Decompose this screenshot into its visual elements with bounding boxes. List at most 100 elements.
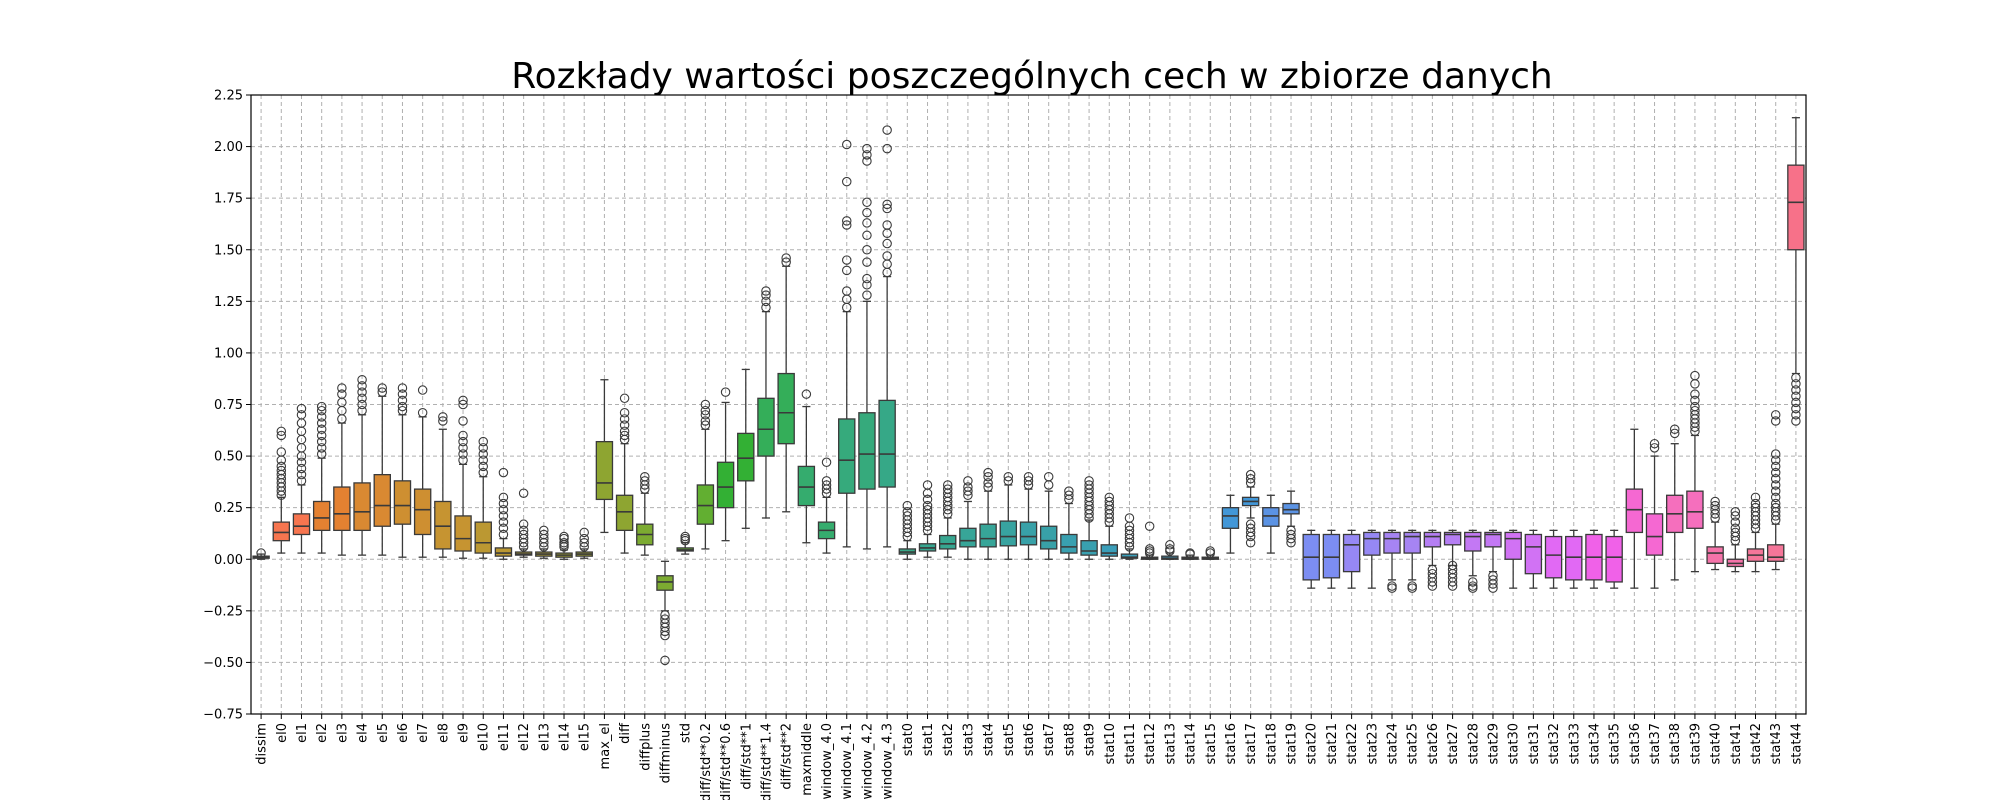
- box-stat31: [1524, 529, 1543, 589]
- box-el6: [393, 383, 412, 558]
- outlier-point: [619, 393, 630, 404]
- outlier-point: [882, 220, 892, 230]
- box-iqr: [737, 432, 755, 482]
- box-iqr: [494, 547, 513, 557]
- box-el10: [474, 436, 492, 559]
- box-el0: [272, 426, 291, 554]
- outlier-point: [1770, 492, 1781, 503]
- x-tick-label: window_4.3: [881, 723, 896, 800]
- outlier-point: [1084, 476, 1094, 486]
- box-diff/std**1: [737, 368, 755, 529]
- y-tick-label: −0.25: [203, 604, 243, 619]
- box-iqr: [999, 520, 1018, 547]
- outlier-point: [619, 426, 630, 437]
- x-tick-label: stat16: [1224, 723, 1239, 764]
- box-el7: [413, 385, 432, 558]
- y-tick-label: 1.50: [214, 243, 243, 258]
- box-stat22: [1342, 529, 1361, 589]
- outlier-point: [458, 399, 468, 410]
- outlier-point: [862, 143, 872, 154]
- box-iqr: [1282, 502, 1300, 515]
- x-tick-label: stat0: [901, 723, 916, 756]
- outlier-point: [458, 443, 468, 453]
- outlier-point: [862, 218, 872, 228]
- box-dissim: [252, 548, 270, 560]
- outlier-point: [841, 286, 852, 296]
- x-tick-label: diffplus: [638, 723, 653, 771]
- y-tick-label: −0.75: [203, 708, 243, 723]
- x-tick-label: diff/std**1.4: [759, 723, 774, 800]
- x-tick-label: diff: [618, 722, 633, 744]
- outlier-point: [862, 207, 872, 218]
- outlier-point: [841, 176, 852, 187]
- outlier-point: [1245, 523, 1256, 534]
- box-iqr: [615, 494, 634, 532]
- outlier-point: [296, 469, 307, 480]
- outlier-point: [862, 257, 872, 267]
- box-stat24: [1383, 529, 1401, 593]
- box-iqr: [1524, 533, 1543, 575]
- box-iqr: [838, 418, 856, 494]
- box-iqr: [1383, 531, 1401, 554]
- outlier-point: [579, 533, 589, 544]
- y-tick-label: 0.75: [214, 398, 243, 413]
- outlier-point: [1770, 480, 1781, 490]
- outlier-point: [1750, 502, 1761, 513]
- outlier-point: [963, 486, 973, 496]
- outlier-point: [720, 387, 731, 397]
- box-iqr: [1221, 507, 1240, 529]
- x-tick-label: stat38: [1668, 723, 1683, 764]
- x-tick-label: stat1: [921, 723, 936, 756]
- outlier-point: [1770, 461, 1781, 472]
- x-tick-label: el11: [497, 723, 512, 751]
- outlier-point: [1488, 583, 1498, 593]
- outlier-point: [539, 529, 549, 540]
- outlier-point: [276, 447, 287, 457]
- outlier-point: [498, 504, 509, 515]
- x-tick-label: stat39: [1688, 723, 1703, 764]
- box-stat23: [1363, 529, 1381, 589]
- outlier-point: [902, 507, 913, 517]
- box-window_4.2: [858, 143, 876, 550]
- box-iqr: [1706, 546, 1724, 565]
- x-tick-label: el14: [558, 723, 573, 751]
- y-tick-label: 0.25: [214, 501, 243, 516]
- outlier-point: [1710, 500, 1720, 511]
- box-max_el: [595, 379, 614, 534]
- outlier-point: [700, 399, 711, 410]
- x-tick-label: stat21: [1325, 723, 1340, 764]
- outlier-point: [761, 290, 771, 300]
- chart-title: Rozkłady wartości poszczególnych cech w …: [511, 56, 1553, 97]
- outlier-point: [660, 626, 670, 637]
- x-tick-label: el9: [457, 723, 472, 743]
- outlier-point: [1669, 428, 1680, 439]
- outlier-point: [640, 471, 650, 482]
- x-tick-label: stat27: [1446, 723, 1461, 764]
- box-maxmiddle: [797, 389, 816, 544]
- x-tick-label: stat26: [1426, 723, 1441, 764]
- x-tick-label: stat3: [961, 723, 976, 756]
- x-tick-label: stat42: [1749, 723, 1764, 764]
- outlier-point: [1245, 469, 1256, 480]
- outlier-point: [942, 484, 953, 494]
- outlier-point: [316, 443, 327, 453]
- outlier-point: [1690, 401, 1700, 412]
- outlier-point: [1488, 579, 1498, 589]
- x-tick-label: stat28: [1466, 723, 1481, 764]
- grid-lines: [251, 94, 1806, 715]
- box-stat37: [1645, 438, 1664, 589]
- x-tick-label: stat20: [1305, 723, 1320, 764]
- outlier-point: [478, 436, 488, 447]
- outlier-point: [1750, 498, 1761, 509]
- outlier-point: [316, 412, 327, 422]
- box-stat12: [1140, 521, 1159, 560]
- x-tick-label: stat7: [1042, 723, 1057, 756]
- outlier-point: [761, 302, 771, 313]
- box-stat8: [1060, 486, 1078, 560]
- outlier-point: [660, 630, 670, 641]
- box-iqr: [1504, 531, 1522, 560]
- box-stat33: [1565, 529, 1583, 589]
- outlier-point: [882, 203, 892, 214]
- box-stat4: [979, 467, 997, 560]
- outlier-point: [478, 443, 488, 453]
